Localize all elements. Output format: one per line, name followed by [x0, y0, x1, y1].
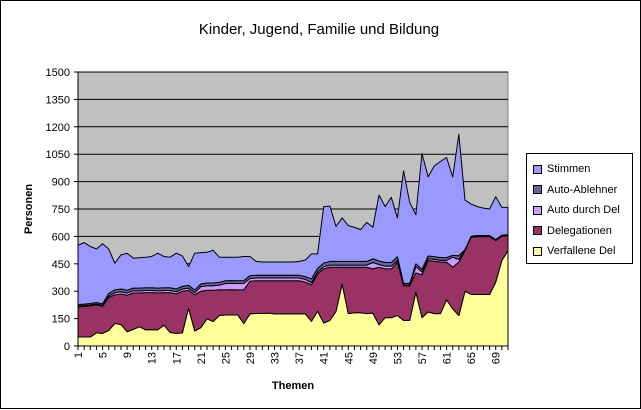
- x-tick-label: 5: [98, 352, 110, 358]
- legend-item: Auto durch Del: [533, 203, 620, 217]
- y-tick-label: 150: [52, 314, 70, 326]
- x-tick-label: 69: [491, 352, 503, 364]
- x-axis-title: Themen: [272, 380, 314, 392]
- y-tick-label: 1350: [46, 94, 70, 106]
- y-tick-label: 0: [64, 341, 70, 353]
- legend-label: Stimmen: [547, 163, 591, 175]
- y-tick-label: 300: [52, 286, 70, 298]
- legend: Stimmen Auto-Ablehner Auto durch Del Delega…: [526, 153, 633, 264]
- x-tick-label: 25: [220, 352, 232, 364]
- y-tick-label: 450: [52, 259, 70, 271]
- x-tick-label: 1: [73, 352, 85, 358]
- legend-swatch: [533, 185, 542, 194]
- y-axis-title: Personen: [23, 184, 35, 234]
- x-tick-label: 33: [270, 352, 282, 364]
- legend-label: Delegationen: [547, 224, 612, 237]
- legend-swatch: [533, 164, 542, 174]
- legend-label: Verfallene Del: [547, 245, 616, 257]
- chart-title: Kinder, Jugend, Familie und Bildung: [199, 21, 439, 38]
- x-tick-label: 57: [417, 352, 429, 364]
- legend-label: Auto durch Del: [547, 204, 620, 216]
- x-tick-label: 45: [343, 352, 355, 364]
- legend-item: Stimmen: [533, 162, 590, 176]
- y-tick-label: 1200: [46, 122, 70, 134]
- y-tick-label: 750: [52, 204, 70, 216]
- legend-item: Delegationen: [533, 224, 612, 238]
- x-tick-label: 9: [122, 352, 134, 358]
- x-tick-label: 17: [171, 352, 183, 364]
- y-tick-label: 1050: [46, 149, 70, 161]
- x-tick-label: 13: [147, 352, 159, 364]
- y-tick-label: 900: [52, 177, 70, 189]
- x-tick-label: 29: [245, 352, 257, 364]
- legend-swatch: [533, 205, 542, 215]
- legend-swatch: [533, 246, 542, 256]
- x-tick-label: 41: [319, 352, 331, 364]
- legend-label: Auto-Ablehner: [547, 183, 618, 196]
- x-tick-label: 61: [442, 352, 454, 364]
- x-tick-label: 49: [368, 352, 380, 364]
- legend-item: Verfallene Del: [533, 244, 616, 258]
- legend-swatch: [533, 226, 542, 235]
- x-tick-label: 53: [392, 352, 404, 364]
- y-tick-label: 1500: [46, 67, 70, 79]
- legend-item: Auto-Ablehner: [533, 183, 617, 197]
- x-tick-label: 37: [294, 352, 306, 364]
- area-series-stimmen: [77, 133, 509, 306]
- y-tick-label: 600: [52, 231, 70, 243]
- x-tick-label: 65: [466, 352, 478, 364]
- x-tick-label: 21: [196, 352, 208, 364]
